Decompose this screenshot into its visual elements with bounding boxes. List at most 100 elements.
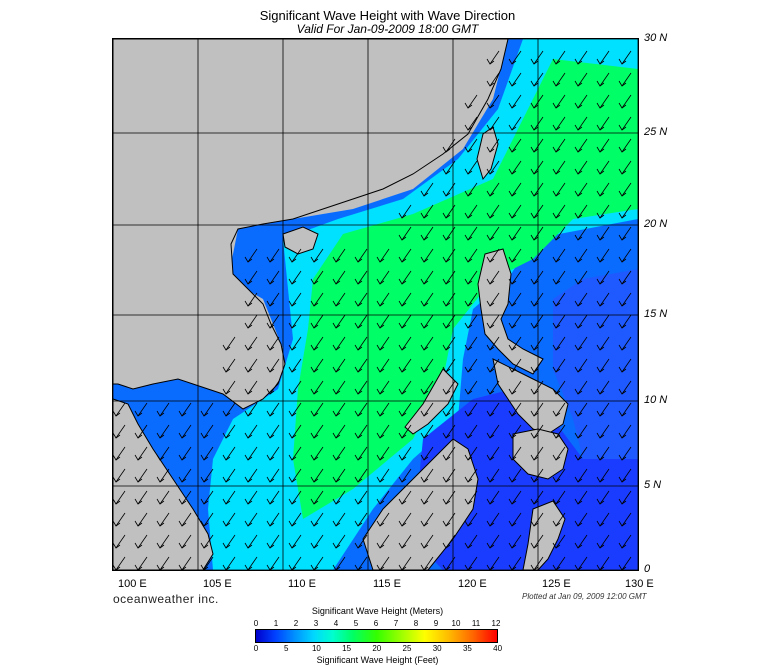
wave-arrow [596, 314, 610, 329]
wave-arrow [134, 424, 148, 439]
wave-arrow [222, 336, 236, 351]
wave-arrow [134, 512, 148, 527]
wave-arrow [310, 314, 324, 329]
wave-arrow [398, 512, 412, 527]
malay-peninsula [113, 398, 214, 570]
wave-arrow [178, 534, 192, 549]
wave-arrow [552, 336, 566, 351]
wave-arrow [113, 490, 126, 505]
wave-arrow [310, 446, 324, 461]
wave-arrow [596, 50, 610, 65]
wave-arrow [222, 424, 236, 439]
wave-arrow [266, 556, 280, 570]
wave-arrow [442, 160, 456, 175]
wave-arrow [618, 380, 632, 395]
wave-arrow [574, 490, 588, 505]
wave-arrow [464, 336, 478, 351]
colorbar-tick-meters: 2 [293, 619, 299, 628]
wave-arrow [178, 468, 192, 483]
wave-arrow [552, 292, 566, 307]
wave-arrow [596, 336, 610, 351]
wave-arrow [420, 226, 434, 241]
wave-arrow [618, 270, 632, 285]
colorbar-tick-meters: 7 [393, 619, 399, 628]
wave-arrow [376, 446, 390, 461]
mindanao-island [512, 428, 569, 480]
wave-arrow [332, 380, 346, 395]
wave-arrow [420, 182, 434, 197]
wave-arrow [354, 534, 368, 549]
wave-arrow [442, 468, 456, 483]
wave-arrow [310, 336, 324, 351]
wave-arrow [442, 226, 456, 241]
wave-arrow [618, 314, 632, 329]
wave-arrow [596, 358, 610, 373]
wave-arrow [200, 446, 214, 461]
wave-arrow [156, 468, 170, 483]
wave-arrow [222, 402, 236, 417]
wave-arrow [552, 534, 566, 549]
wave-arrow [420, 204, 434, 219]
wave-arrow [398, 314, 412, 329]
wave-arrow [376, 402, 390, 417]
wave-arrow [508, 468, 522, 483]
wave-arrow [244, 380, 258, 395]
wave-arrow [442, 182, 456, 197]
sulawesi-island [522, 500, 566, 570]
wave-arrow [464, 512, 478, 527]
wave-arrow [464, 248, 478, 263]
wave-arrow [486, 226, 500, 241]
wave-arrow [486, 446, 500, 461]
wave-arrow [442, 534, 456, 549]
wave-arrow [266, 468, 280, 483]
colorbar-tick-meters: 9 [433, 619, 439, 628]
wave-arrow [552, 358, 566, 373]
wave-arrow [376, 336, 390, 351]
wave-arrow [288, 380, 302, 395]
wave-arrow [376, 380, 390, 395]
wave-arrow [596, 380, 610, 395]
wave-arrow [398, 424, 412, 439]
wave-arrow [508, 270, 522, 285]
wave-arrow [530, 468, 544, 483]
wave-arrow [530, 380, 544, 395]
wave-arrow [244, 314, 258, 329]
wave-arrow [288, 292, 302, 307]
wave-arrow [464, 468, 478, 483]
wave-arrow [508, 204, 522, 219]
wave-arrow [486, 424, 500, 439]
wave-arrow [266, 512, 280, 527]
wave-arrow [596, 468, 610, 483]
wave-arrow [420, 358, 434, 373]
wave-arrow [354, 358, 368, 373]
wave-arrow [244, 402, 258, 417]
wave-arrow [618, 556, 632, 570]
wave-arrow [486, 512, 500, 527]
wave-arrow [288, 358, 302, 373]
wave-arrow [288, 248, 302, 263]
wave-arrow [596, 204, 610, 219]
wave-arrow [618, 182, 632, 197]
colorbar-tick-meters: 12 [491, 619, 501, 628]
colorbar-scale [255, 629, 498, 643]
wave-arrow [376, 512, 390, 527]
wave-arrow [552, 116, 566, 131]
wave-arrow [442, 556, 456, 570]
wave-arrow [552, 490, 566, 505]
wave-arrow [354, 490, 368, 505]
wave-arrow [354, 248, 368, 263]
wave-arrow [464, 490, 478, 505]
wave-arrow [376, 292, 390, 307]
wave-arrow [442, 314, 456, 329]
wave-arrow [288, 468, 302, 483]
wave-arrow [596, 72, 610, 87]
wave-arrow [618, 468, 632, 483]
wave-arrow [398, 556, 412, 570]
wave-arrow [310, 270, 324, 285]
wave-arrow [354, 336, 368, 351]
map-title: Significant Wave Height with Wave Direct… [259, 8, 516, 23]
wave-arrow [574, 226, 588, 241]
wave-arrow [530, 512, 544, 527]
wave-arrow [288, 336, 302, 351]
wave-arrow [508, 512, 522, 527]
